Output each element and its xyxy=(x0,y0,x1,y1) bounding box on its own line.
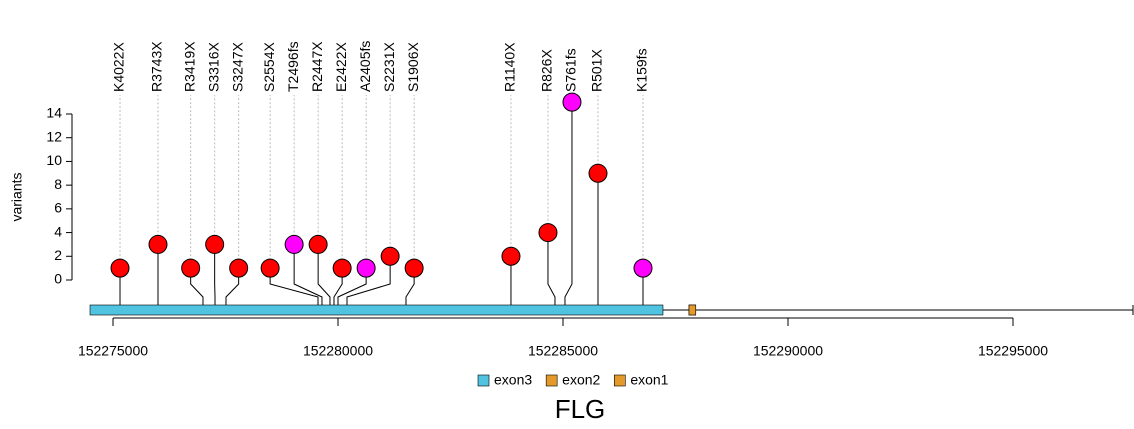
y-tick-label: 6 xyxy=(54,200,62,216)
exon xyxy=(89,304,664,316)
variant-label: E2422X xyxy=(333,42,349,92)
y-axis-label: variants xyxy=(9,172,25,221)
y-tick-label: 4 xyxy=(54,223,62,239)
variant-label: S761fs xyxy=(563,48,579,92)
variant-label: T2496fs xyxy=(285,41,301,92)
connector xyxy=(547,232,556,305)
variant-point xyxy=(538,223,558,243)
variant-point xyxy=(501,246,521,266)
connector xyxy=(346,256,391,305)
variant-label: K159fs xyxy=(634,48,650,92)
legend-swatch xyxy=(477,374,490,387)
y-tick-label: 14 xyxy=(46,105,62,121)
variant-point xyxy=(148,234,168,254)
chart-title: FLG xyxy=(555,394,606,424)
legend-label: exon2 xyxy=(562,372,600,388)
variant-point xyxy=(356,258,376,278)
y-tick-label: 8 xyxy=(54,176,62,192)
variant-point xyxy=(205,234,225,254)
legend-label: exon3 xyxy=(494,372,532,388)
variant-point xyxy=(181,258,201,278)
variant-point xyxy=(380,246,400,266)
exon xyxy=(688,304,697,316)
variant-label: R2447X xyxy=(309,41,325,92)
variant-label: R3743X xyxy=(149,41,165,92)
y-tick-label: 2 xyxy=(54,247,62,263)
legend-label: exon1 xyxy=(630,372,668,388)
variant-point xyxy=(588,163,608,183)
variant-point xyxy=(229,258,249,278)
variant-label: R3419X xyxy=(181,41,197,92)
x-tick-label: 152275000 xyxy=(78,343,148,359)
variant-label: R1140X xyxy=(502,42,518,92)
x-tick-label: 152285000 xyxy=(528,343,598,359)
x-tick-label: 152280000 xyxy=(303,343,373,359)
connector xyxy=(317,244,331,305)
variant-point xyxy=(260,258,280,278)
variant-point xyxy=(562,92,582,112)
variant-point xyxy=(284,234,304,254)
variant-point xyxy=(404,258,424,278)
variant-label: S3247X xyxy=(229,42,245,92)
connector xyxy=(293,244,323,305)
variant-label: R826X xyxy=(539,49,555,92)
connector xyxy=(564,102,573,305)
variant-point xyxy=(633,258,653,278)
variant-point xyxy=(332,258,352,278)
variant-label: K4022X xyxy=(111,42,127,92)
variant-point xyxy=(308,234,328,254)
x-tick-label: 152295000 xyxy=(978,343,1048,359)
variant-label: S2554X xyxy=(261,42,277,92)
y-tick-label: 10 xyxy=(46,152,62,168)
legend-swatch xyxy=(614,374,626,387)
x-tick-label: 152290000 xyxy=(753,343,823,359)
legend-swatch xyxy=(545,374,558,387)
variant-point xyxy=(110,258,130,278)
variant-label: S1906X xyxy=(405,42,421,92)
y-tick-label: 0 xyxy=(54,271,62,287)
variant-label: A2405fs xyxy=(357,41,373,92)
y-tick-label: 12 xyxy=(46,128,62,144)
variant-label: S2231X xyxy=(381,42,397,92)
variant-label: S3316X xyxy=(205,42,221,92)
variant-label: R501X xyxy=(589,49,605,92)
